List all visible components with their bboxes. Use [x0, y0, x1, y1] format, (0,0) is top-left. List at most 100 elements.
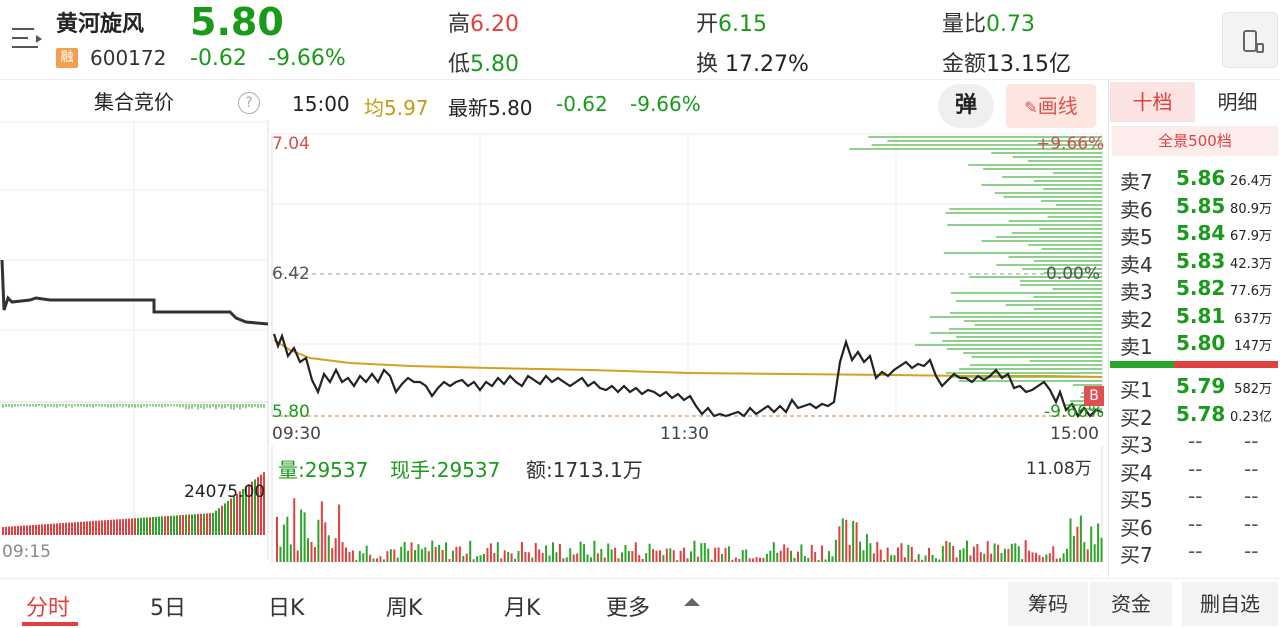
- tab-day-k[interactable]: 日K: [268, 596, 305, 621]
- auction-bar: [11, 526, 13, 535]
- draw-line-button[interactable]: ✎画线: [1006, 84, 1096, 128]
- volume-bar: [355, 559, 358, 562]
- phone-icon[interactable]: [1222, 12, 1278, 68]
- ask-row[interactable]: 卖4 5.83 42.3万: [1118, 249, 1278, 277]
- volume-bar: [865, 534, 868, 562]
- tab-week-k[interactable]: 周K: [386, 596, 423, 621]
- auction-bar: [245, 486, 247, 535]
- auction-bar: [29, 525, 31, 535]
- depth-bar: [1047, 216, 1102, 218]
- tab-ten-levels[interactable]: 十档: [1110, 82, 1195, 122]
- current-price: 5.80: [190, 0, 284, 44]
- price-chart[interactable]: [270, 130, 1108, 422]
- volume-bar: [621, 552, 623, 562]
- auction-top-bar: [32, 404, 34, 407]
- full-book-button[interactable]: 全景500档: [1112, 126, 1278, 156]
- volume-bar: [493, 553, 496, 562]
- tab-month-k[interactable]: 月K: [504, 596, 541, 621]
- volume-bar: [1048, 553, 1051, 562]
- bid-row[interactable]: 买3 -- --: [1118, 429, 1278, 457]
- volume-bar: [879, 549, 882, 562]
- depth-bar: [945, 372, 1102, 374]
- volume-bar: [1083, 542, 1086, 562]
- menu-icon[interactable]: [12, 26, 42, 50]
- remove-watchlist-button[interactable]: 删自选: [1182, 582, 1278, 626]
- tab-details[interactable]: 明细: [1217, 90, 1258, 114]
- ask-row[interactable]: 卖3 5.82 77.6万: [1118, 276, 1278, 304]
- auction-bar: [218, 508, 220, 535]
- auction-bar: [185, 514, 187, 535]
- auction-bar: [200, 513, 202, 535]
- auction-top-bar: [155, 404, 157, 408]
- volume-bar: [1035, 552, 1037, 562]
- auction-bar: [263, 472, 265, 535]
- bid-row[interactable]: 买6 -- --: [1118, 512, 1278, 540]
- volume-bar: [476, 556, 479, 562]
- ask-row[interactable]: 卖1 5.80 147万: [1118, 331, 1278, 359]
- auction-top-bar: [83, 404, 85, 408]
- depth-bar: [1029, 360, 1102, 362]
- auction-top-bar: [215, 404, 217, 410]
- auction-top-bar: [38, 404, 40, 407]
- volume-bar: [600, 548, 603, 562]
- help-icon[interactable]: ?: [238, 92, 260, 114]
- ask-volume: 42.3万: [1230, 256, 1272, 272]
- volume-bar: [524, 551, 527, 562]
- volume-bar: [972, 546, 975, 562]
- depth-bar: [930, 332, 1102, 334]
- auction-top-bar: [194, 404, 196, 407]
- volume-bar: [417, 544, 420, 562]
- volume-bar: [565, 557, 568, 562]
- auction-bar: [92, 521, 94, 535]
- auction-bar: [209, 513, 211, 535]
- tab-5day[interactable]: 5日: [150, 596, 186, 621]
- volume-bar: [358, 550, 361, 562]
- auction-bar: [125, 518, 127, 535]
- auction-top-bar: [98, 404, 100, 407]
- auction-top-bar: [68, 404, 70, 407]
- bid-row[interactable]: 买1 5.79 582万: [1118, 374, 1278, 402]
- bid-row[interactable]: 买2 5.78 0.23亿: [1118, 402, 1278, 430]
- depth-bar: [1033, 308, 1102, 310]
- depth-bar: [1019, 280, 1102, 282]
- volume-bar: [641, 558, 644, 562]
- volume-bar: [717, 547, 720, 562]
- volume-bar: [569, 548, 572, 562]
- volume-bar: [934, 558, 937, 562]
- auction-top-bar: [164, 404, 166, 408]
- volume-bar: [414, 550, 416, 562]
- caret-up-icon[interactable]: [684, 598, 700, 606]
- volume-bar: [472, 559, 475, 562]
- auction-bar: [260, 474, 262, 535]
- auction-bar: [38, 524, 40, 535]
- bid-price: 5.79: [1176, 374, 1226, 398]
- chips-button[interactable]: 筹码: [1008, 582, 1088, 626]
- depth-bar: [1028, 244, 1102, 246]
- depth-bar: [1043, 272, 1102, 274]
- auction-top-bar: [62, 404, 64, 407]
- bid-row[interactable]: 买7 -- --: [1118, 539, 1278, 567]
- ask-row[interactable]: 卖2 5.81 637万: [1118, 304, 1278, 332]
- bid-row[interactable]: 买4 -- --: [1118, 457, 1278, 485]
- ask-row[interactable]: 卖7 5.86 26.4万: [1118, 166, 1278, 194]
- ask-row[interactable]: 卖5 5.84 67.9万: [1118, 221, 1278, 249]
- tab-intraday[interactable]: 分时: [26, 596, 71, 621]
- bid-row[interactable]: 买5 -- --: [1118, 484, 1278, 512]
- auction-bar: [110, 519, 112, 535]
- volume-bar: [652, 549, 655, 562]
- tab-more[interactable]: 更多: [606, 596, 651, 621]
- volume-bar: [817, 559, 820, 562]
- auction-bar: [5, 526, 7, 535]
- popup-button[interactable]: 弹: [938, 84, 994, 128]
- buy-marker-icon[interactable]: B: [1084, 386, 1104, 406]
- volume-bar: [345, 547, 347, 562]
- volume-bar: [1045, 554, 1048, 562]
- auction-top-bar: [20, 404, 22, 407]
- auction-top-bar: [248, 404, 250, 408]
- ask-row[interactable]: 卖6 5.85 80.9万: [1118, 194, 1278, 222]
- bid-price: --: [1188, 484, 1203, 508]
- fund-button[interactable]: 资金: [1090, 582, 1172, 626]
- volume-bar: [676, 559, 679, 562]
- auction-top-bar: [116, 404, 118, 408]
- volume-bar: [279, 546, 282, 562]
